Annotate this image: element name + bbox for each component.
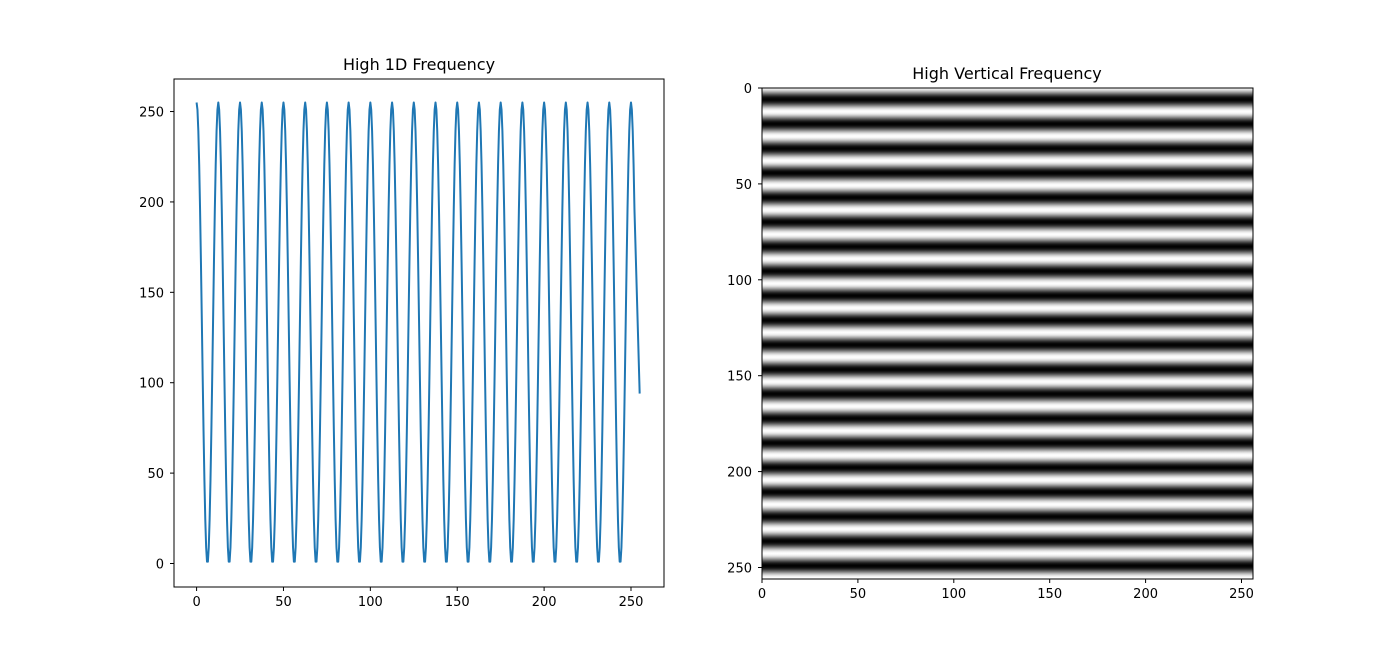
- left-x-ticks: 0 50 100 150 200 250: [192, 587, 643, 610]
- line-point: [489, 557, 491, 559]
- right-y-ticks: 0 50 100 150 200 250: [727, 82, 762, 576]
- line-point: [553, 559, 555, 561]
- left-axes-frame: [173, 78, 665, 588]
- left-x-tick-label: 50: [275, 595, 292, 610]
- stripe-image: [762, 88, 1253, 579]
- line-point: [423, 562, 425, 564]
- line-point: [359, 562, 361, 564]
- right-y-tick-label: 200: [727, 466, 752, 481]
- left-title: High 1D Frequency: [343, 55, 495, 74]
- line-point: [336, 559, 338, 561]
- right-plot: High Vertical Frequency 0 50 100 150 200 250 …: [727, 64, 1254, 602]
- right-x-ticks: 0 50 100 150 200 250: [758, 579, 1254, 602]
- line-point: [609, 105, 611, 107]
- line-point: [402, 562, 404, 564]
- line-point: [282, 105, 284, 107]
- right-axes-frame: [761, 87, 1254, 580]
- right-y-tick-label: 150: [727, 370, 752, 385]
- left-y-tick-label: 200: [139, 196, 164, 211]
- line-point: [532, 559, 534, 561]
- left-y-tick-label: 50: [147, 467, 164, 482]
- right-y-tick-label: 100: [727, 274, 752, 289]
- line-point: [638, 392, 640, 394]
- left-x-tick-label: 200: [532, 595, 557, 610]
- line-point: [435, 105, 437, 107]
- line-point: [326, 107, 328, 109]
- right-y-tick-label: 0: [744, 82, 752, 97]
- line-point: [315, 562, 317, 564]
- line-point: [380, 557, 382, 559]
- left-y-tick-label: 150: [139, 286, 164, 301]
- line-point: [228, 562, 230, 564]
- right-y-tick-label: 50: [735, 178, 752, 193]
- line-point: [413, 103, 415, 105]
- line-point: [305, 103, 307, 105]
- left-x-tick-label: 0: [192, 595, 200, 610]
- line-point: [576, 559, 578, 561]
- line-point: [249, 557, 251, 559]
- line-point: [348, 103, 350, 105]
- right-x-tick-label: 100: [941, 587, 966, 602]
- right-x-tick-label: 200: [1133, 587, 1158, 602]
- line-point: [218, 109, 220, 111]
- line-point: [522, 110, 524, 112]
- left-x-tick-label: 150: [445, 595, 470, 610]
- line-point: [446, 555, 448, 557]
- line-point: [586, 105, 588, 107]
- left-y-tick-label: 100: [139, 377, 164, 392]
- line-point: [479, 107, 481, 109]
- line-point: [272, 562, 274, 564]
- line-point: [565, 107, 567, 109]
- left-x-tick-label: 100: [358, 595, 383, 610]
- line-point: [206, 560, 208, 562]
- line-point: [392, 103, 394, 105]
- left-plot: High 1D Frequency 0 50 100 150 200 250 0 50 100…: [139, 55, 665, 610]
- left-y-tick-label: 250: [139, 106, 164, 121]
- line-point: [597, 555, 599, 557]
- line-point: [239, 103, 241, 105]
- line-point: [456, 103, 458, 105]
- left-y-ticks: 0 50 100 150 200 250: [139, 106, 174, 572]
- right-x-tick-label: 50: [850, 587, 867, 602]
- left-y-tick-label: 0: [156, 557, 164, 572]
- right-x-tick-label: 150: [1037, 587, 1062, 602]
- line-point: [261, 105, 263, 107]
- line-point: [510, 557, 512, 559]
- line-point: [466, 562, 468, 564]
- line-point: [499, 107, 501, 109]
- right-x-tick-label: 0: [758, 587, 766, 602]
- right-y-tick-label: 250: [727, 561, 752, 576]
- right-x-tick-label: 250: [1229, 587, 1254, 602]
- line-point: [630, 107, 632, 109]
- line-point: [543, 103, 545, 105]
- line-point: [619, 562, 621, 564]
- line-point: [369, 109, 371, 111]
- series-line-0: [195, 101, 641, 563]
- right-title: High Vertical Frequency: [912, 64, 1102, 83]
- line-point: [293, 555, 295, 557]
- left-x-tick-label: 250: [619, 595, 644, 610]
- line-point: [195, 101, 197, 103]
